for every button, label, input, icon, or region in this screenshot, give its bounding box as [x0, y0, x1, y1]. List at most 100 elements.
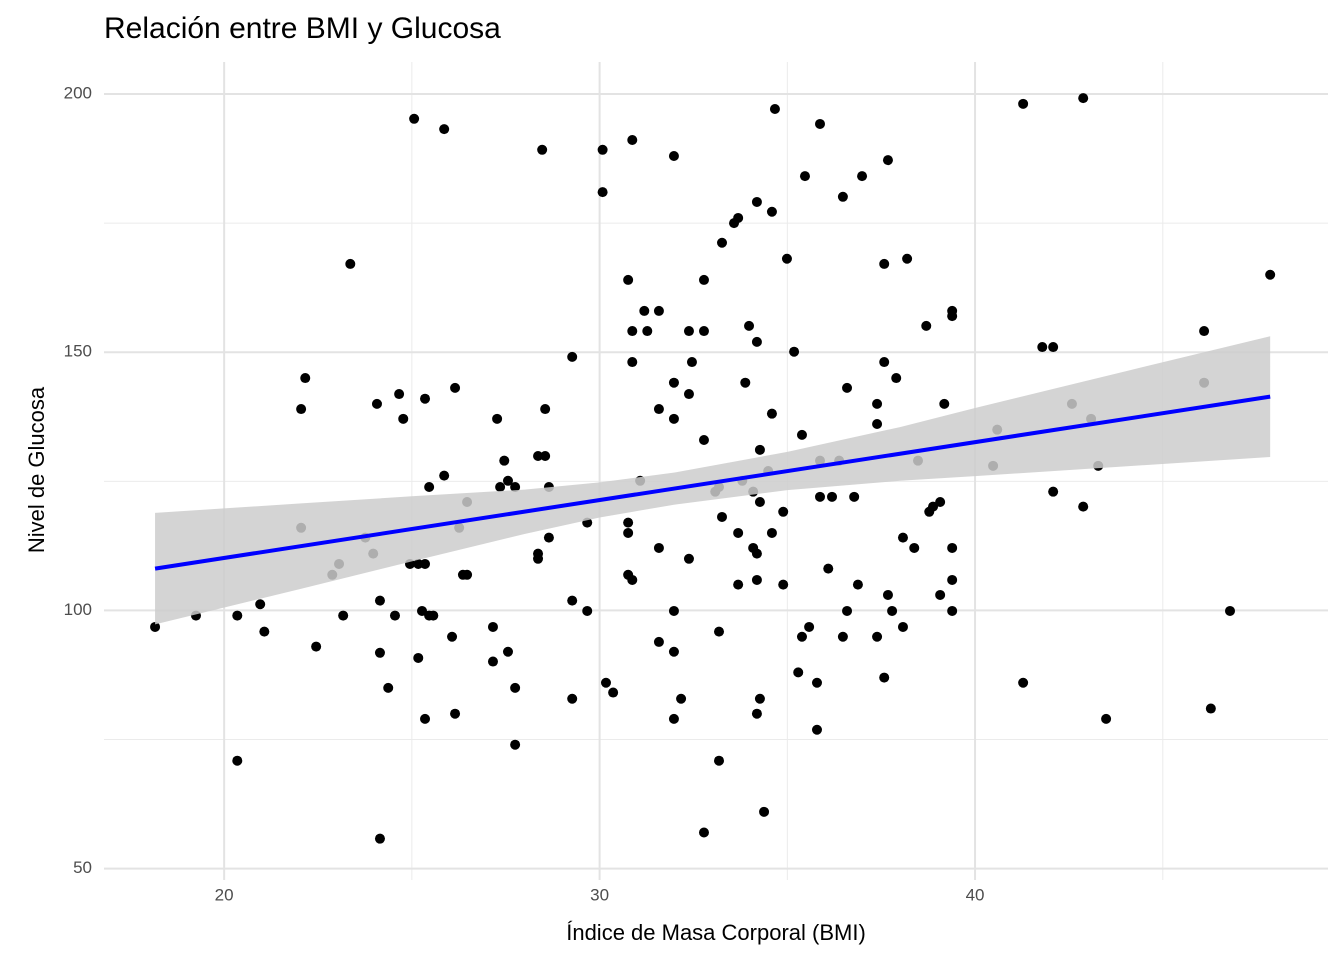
point	[627, 134, 638, 145]
point	[754, 496, 765, 507]
point	[627, 326, 638, 337]
point	[668, 605, 679, 616]
point	[887, 605, 898, 616]
point	[823, 563, 834, 574]
point	[597, 144, 608, 155]
point	[668, 713, 679, 724]
point	[1101, 713, 1112, 724]
point	[744, 320, 755, 331]
point	[623, 527, 634, 538]
point	[852, 579, 863, 590]
point	[623, 274, 634, 285]
point	[778, 579, 789, 590]
y-tick-label: 200	[64, 84, 92, 103]
point	[502, 475, 513, 486]
point	[608, 687, 619, 698]
point	[698, 435, 709, 446]
point	[417, 605, 428, 616]
point	[300, 373, 311, 384]
y-axis-label: Nivel de Glucosa	[24, 386, 49, 553]
point	[409, 113, 420, 124]
point	[902, 253, 913, 264]
point	[533, 553, 544, 564]
point	[1265, 269, 1276, 280]
confidence-band	[155, 336, 1271, 625]
point	[232, 755, 243, 766]
point	[683, 389, 694, 400]
x-axis-label: Índice de Masa Corporal (BMI)	[566, 920, 866, 945]
point	[668, 413, 679, 424]
point	[683, 326, 694, 337]
point	[811, 677, 822, 688]
point	[842, 382, 853, 393]
point	[1225, 605, 1236, 616]
point	[815, 491, 826, 502]
point	[733, 579, 744, 590]
point	[420, 558, 431, 569]
point	[882, 589, 893, 600]
point	[947, 605, 958, 616]
point	[849, 491, 860, 502]
point	[502, 646, 513, 657]
point	[1048, 342, 1059, 353]
point	[450, 382, 461, 393]
point	[668, 150, 679, 161]
point	[815, 118, 826, 129]
point	[311, 641, 322, 652]
point	[338, 610, 349, 621]
point	[947, 574, 958, 585]
point	[533, 451, 544, 462]
point	[799, 171, 810, 182]
point	[424, 482, 435, 493]
point	[642, 326, 653, 337]
point	[766, 206, 777, 217]
point	[420, 713, 431, 724]
point	[374, 833, 385, 844]
point	[769, 103, 780, 114]
point	[255, 599, 266, 610]
point	[150, 621, 161, 632]
point	[495, 482, 506, 493]
point	[939, 398, 950, 409]
point	[540, 404, 551, 415]
point	[668, 646, 679, 657]
point	[627, 574, 638, 585]
point	[510, 482, 521, 493]
point	[811, 724, 822, 735]
point	[374, 647, 385, 658]
point	[879, 357, 890, 368]
point	[510, 739, 521, 750]
point	[600, 677, 611, 688]
point	[537, 144, 548, 155]
point	[487, 621, 498, 632]
point	[698, 326, 709, 337]
point	[668, 377, 679, 388]
point	[439, 470, 450, 481]
point	[540, 451, 551, 462]
point	[447, 631, 458, 642]
point	[413, 652, 424, 663]
point	[751, 708, 762, 719]
point	[751, 336, 762, 347]
point	[698, 827, 709, 838]
point	[510, 682, 521, 693]
point	[842, 605, 853, 616]
point	[717, 237, 728, 248]
point	[872, 398, 883, 409]
chart-title: Relación entre BMI y Glucosa	[104, 12, 501, 45]
point	[1018, 98, 1029, 109]
point	[714, 626, 725, 637]
point	[698, 274, 709, 285]
y-tick-label: 50	[73, 858, 92, 877]
point	[653, 636, 664, 647]
y-tick-label: 100	[64, 600, 92, 619]
point	[766, 408, 777, 419]
point	[921, 320, 932, 331]
point	[1048, 486, 1059, 497]
point	[1078, 501, 1089, 512]
point	[1205, 703, 1216, 714]
point	[394, 389, 405, 400]
point	[676, 693, 687, 704]
regression-line	[154, 394, 1271, 571]
